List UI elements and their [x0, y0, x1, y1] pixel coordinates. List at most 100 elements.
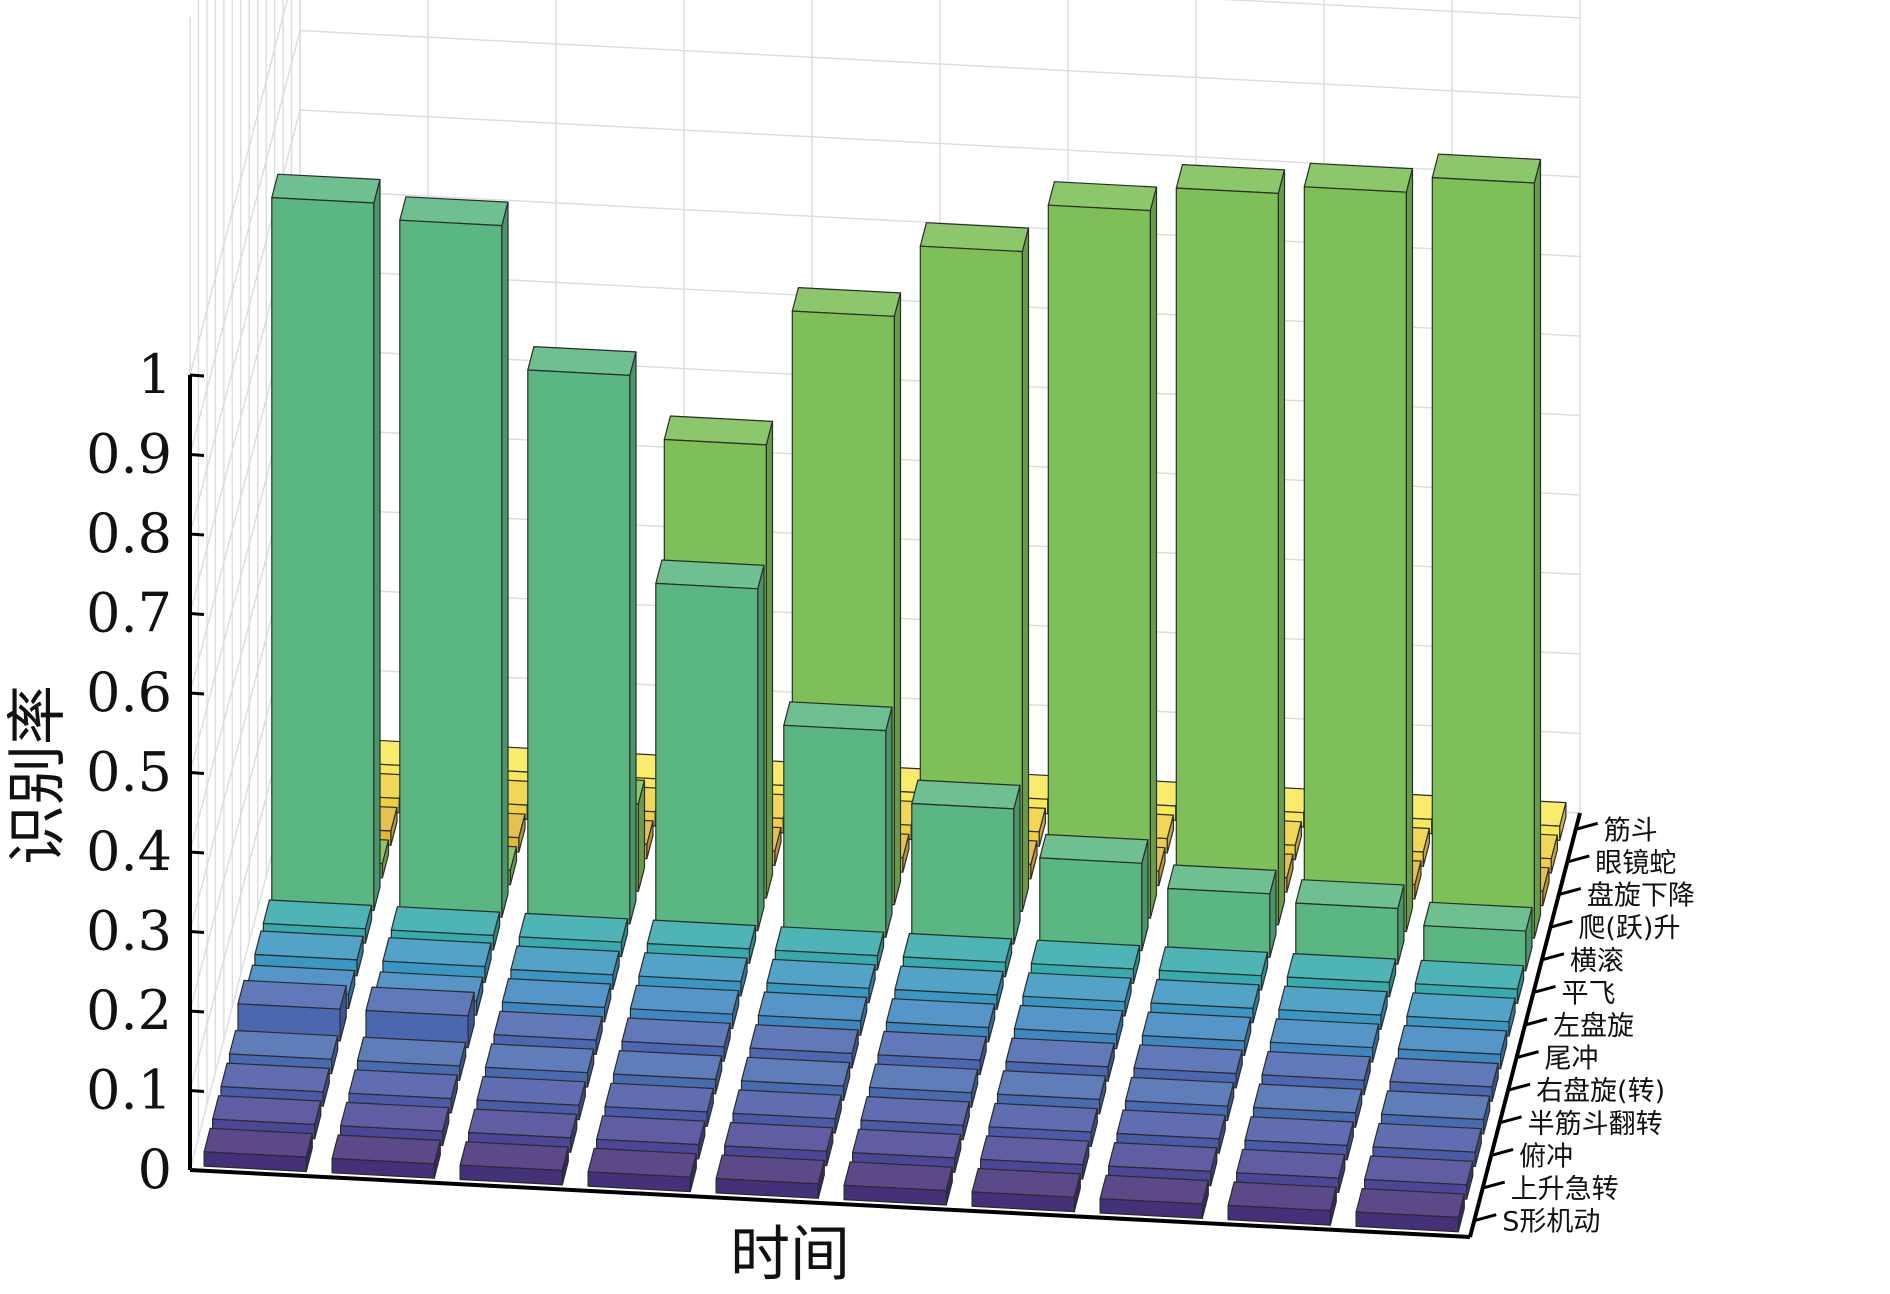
- bar-side: [1082, 1140, 1090, 1180]
- bar-side: [356, 935, 364, 977]
- bar-side: [1405, 168, 1414, 933]
- z-tick-label: 0.2: [86, 979, 172, 1042]
- bar-side: [570, 1113, 578, 1153]
- bar-side: [1397, 884, 1405, 965]
- bar-横滚-t1: [271, 173, 381, 912]
- bar-side: [1499, 1030, 1508, 1070]
- bar-side: [1124, 977, 1132, 1017]
- bar-side: [322, 1067, 330, 1107]
- bar-side: [1525, 906, 1533, 972]
- bar-横滚-t3: [527, 346, 637, 925]
- bar-side: [996, 970, 1004, 1010]
- bar-横滚-t4: [655, 559, 765, 932]
- y-tick: [1507, 1082, 1531, 1092]
- bar-front: [1039, 857, 1143, 952]
- bar-side: [1371, 1023, 1380, 1063]
- y-tick-label: 半筋斗翻转: [1528, 1109, 1663, 1140]
- bar-side: [1149, 186, 1158, 919]
- y-tick: [1473, 1213, 1497, 1223]
- bar-front: [399, 219, 503, 918]
- bar-side: [1090, 1107, 1098, 1148]
- bar-平飞-t9: [1286, 952, 1397, 998]
- bar-side: [348, 969, 356, 1010]
- bar-front: [1047, 204, 1152, 919]
- bar-front: [911, 802, 1015, 945]
- bar-side: [484, 942, 492, 984]
- bar-side: [1132, 944, 1141, 984]
- bar-side: [1269, 869, 1277, 959]
- x-axis-title: 时间: [730, 1220, 850, 1289]
- bar-front: [1303, 186, 1408, 933]
- bar-side: [757, 564, 765, 932]
- y-tick: [1558, 887, 1582, 896]
- z-tick: [189, 1009, 205, 1014]
- bar-side: [1550, 834, 1559, 874]
- bar-S形机动-t9: [1227, 1181, 1337, 1226]
- bar-side: [1107, 1042, 1115, 1082]
- bar-S形机动-t2: [331, 1134, 441, 1179]
- bar-side: [595, 1015, 603, 1056]
- bar-side: [1038, 807, 1047, 847]
- bar-side: [1414, 860, 1422, 900]
- bar-side: [1218, 1114, 1226, 1154]
- y-tick-label: S形机动: [1502, 1207, 1600, 1238]
- y-tick-label: 筋斗: [1604, 815, 1658, 846]
- y-tick-label: 眼镜蛇: [1595, 848, 1676, 879]
- bars: [203, 153, 1567, 1233]
- grid-line-z: [189, 0, 1581, 376]
- bar-front: [655, 582, 759, 932]
- bar-side: [970, 1068, 979, 1108]
- z-tick-label: 0.1: [86, 1059, 172, 1122]
- y-tick-label: 俯冲: [1519, 1141, 1573, 1172]
- bar-尾冲-t7: [1013, 1004, 1124, 1050]
- bar-side: [1388, 958, 1397, 998]
- bar-side: [1542, 867, 1550, 907]
- bar-side: [1286, 853, 1294, 893]
- bar-side: [740, 957, 748, 997]
- bar-side: [834, 1094, 842, 1134]
- bar-S形机动-t1: [203, 1127, 313, 1173]
- y-tick-label: 右盘旋(转): [1536, 1076, 1665, 1107]
- bar-side: [689, 1153, 697, 1193]
- z-tick-label: 0.7: [86, 582, 172, 645]
- bar-side: [1226, 1082, 1235, 1122]
- z-tick: [189, 930, 205, 934]
- bar-side: [1466, 1160, 1474, 1200]
- bar-side: [492, 911, 501, 951]
- y-tick: [1524, 1017, 1548, 1027]
- bar-side: [501, 201, 509, 918]
- bar-side: [698, 1120, 706, 1160]
- z-tick: [189, 850, 205, 855]
- bar-side: [331, 1035, 339, 1075]
- bar-side: [314, 1100, 322, 1140]
- bar-爬(跃)升-t9: [1303, 162, 1414, 933]
- bar-S形机动-t6: [843, 1161, 953, 1206]
- bar-side: [1252, 984, 1260, 1024]
- bar-side: [1243, 1016, 1252, 1056]
- bar-side: [561, 1146, 569, 1186]
- bar-side: [381, 839, 390, 879]
- bar-side: [612, 950, 620, 990]
- y-tick-label: 盘旋下降: [1587, 881, 1695, 912]
- y-tick: [1499, 1115, 1523, 1125]
- z-tick: [189, 612, 205, 616]
- bar-side: [373, 178, 381, 912]
- y-tick-label: 横滚: [1570, 946, 1624, 977]
- bar-side: [954, 1133, 962, 1173]
- bar-side: [1329, 1186, 1337, 1226]
- bar-side: [450, 1074, 458, 1114]
- bar-side: [851, 1029, 859, 1069]
- bar-side: [364, 904, 373, 944]
- bar-横滚-t7: [1039, 833, 1149, 952]
- bar-横滚-t6: [911, 779, 1021, 945]
- bar-side: [1354, 1088, 1363, 1128]
- bar-side: [1073, 1173, 1081, 1213]
- bar-side: [1004, 938, 1013, 978]
- bar-side: [1277, 169, 1286, 926]
- bar-front: [1431, 177, 1536, 939]
- bar-side: [945, 1166, 953, 1206]
- axes: [188, 373, 1599, 1239]
- bar-side: [842, 1061, 851, 1102]
- bar-side: [962, 1101, 970, 1141]
- bar-side: [1422, 827, 1431, 867]
